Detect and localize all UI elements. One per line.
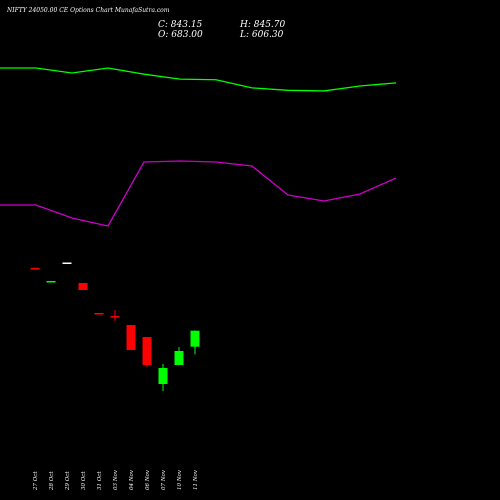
candle-body	[126, 325, 136, 350]
candle-11-nov	[190, 330, 200, 355]
candle-28-oct	[46, 281, 56, 283]
candle-27-oct	[30, 268, 40, 270]
x-tick-label: 10 Nov	[177, 469, 183, 490]
x-tick-label: 28 Oct	[49, 471, 55, 491]
candle-31-oct	[94, 313, 104, 315]
open-value: O: 683.00	[158, 30, 203, 40]
indicator-lines	[0, 67, 397, 227]
candle-body	[94, 313, 104, 315]
candle-body	[46, 281, 56, 283]
candle-30-oct	[78, 283, 88, 290]
candle-29-oct	[62, 262, 72, 264]
x-tick-label: 11 Nov	[193, 469, 199, 490]
x-tick-label: 04 Nov	[129, 469, 135, 490]
candle-body	[30, 268, 40, 270]
candle-10-nov	[174, 347, 184, 365]
candle-body	[174, 351, 184, 365]
x-tick-label: 07 Nov	[161, 469, 167, 490]
x-tick-label: 03 Nov	[113, 469, 119, 490]
candle-body	[142, 337, 152, 365]
candle-07-nov	[158, 364, 168, 391]
candle-body	[62, 262, 72, 264]
high-value: H: 845.70	[239, 20, 286, 30]
x-tick-label: 31 Oct	[97, 471, 103, 490]
x-tick-label: 30 Oct	[81, 471, 87, 490]
lower-indicator-line	[0, 160, 397, 227]
chart-title: NIFTY 24050.00 CE Options Chart MunafaSu…	[6, 7, 170, 14]
candles-group	[30, 262, 200, 391]
x-tick-label: 27 Oct	[33, 471, 39, 491]
low-value: L: 606.30	[239, 30, 284, 40]
close-value: C: 843.15	[158, 20, 203, 30]
x-tick-label: 29 Oct	[65, 471, 71, 491]
x-tick-label: 06 Nov	[145, 469, 151, 490]
candle-04-nov	[126, 325, 136, 350]
candle-body	[190, 330, 200, 347]
candle-body	[78, 283, 88, 290]
x-axis-ticks: 27 Oct 28 Oct 29 Oct 30 Oct 31 Oct 03 Nov 04 N…	[33, 469, 199, 491]
candle-body	[110, 316, 120, 318]
candle-06-nov	[142, 337, 152, 367]
candle-body	[158, 368, 168, 384]
candle-03-nov	[110, 310, 120, 321]
upper-indicator-line	[0, 67, 397, 92]
